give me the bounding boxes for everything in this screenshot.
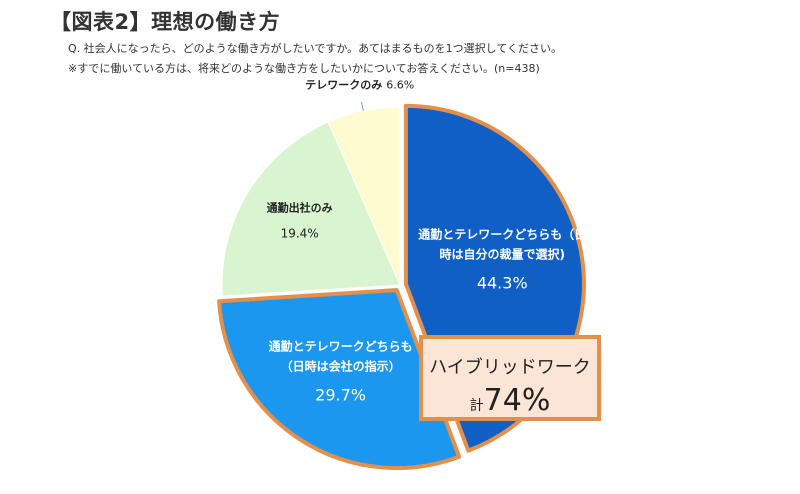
pie-slice-2 bbox=[217, 288, 462, 471]
hybrid-total-callout: ハイブリッドワーク 計74% bbox=[419, 335, 601, 421]
slice-category-1-line-2: 時は自分の裁量で選択) bbox=[439, 246, 565, 261]
slice-category-3-line-1: 通勤出社のみ bbox=[267, 200, 333, 214]
slice-category-2-line-1: 通勤とテレワークどちらも bbox=[269, 339, 413, 354]
slice-category-2-line-2: （日時は会社の指示） bbox=[281, 359, 401, 374]
chart-title: 【図表2】理想の働き方 bbox=[50, 10, 281, 34]
slice-category-4: テレワークのみ 6.6% bbox=[305, 78, 414, 91]
note-text: ※すでに働いている方は、将来どのような働き方をしたいかについてお答えください。(… bbox=[68, 62, 540, 75]
slice-value-2: 29.7% bbox=[315, 386, 366, 405]
slice-label-2: 通勤とテレワークどちらも （日時は会社の指示） 29.7% bbox=[269, 339, 413, 405]
leader-line bbox=[361, 101, 364, 111]
slice-value-1: 44.3% bbox=[477, 273, 528, 292]
pie-slice-3 bbox=[221, 121, 401, 297]
slice-label-4: テレワークのみ 6.6% bbox=[305, 78, 414, 111]
slice-category-1-line-1: 通勤とテレワークどちらも（日 bbox=[418, 226, 586, 241]
callout-value: 74% bbox=[483, 383, 551, 418]
slice-label-3: 通勤出社のみ 19.4% bbox=[267, 200, 333, 240]
callout-prefix: 計 bbox=[469, 398, 484, 414]
callout-title: ハイブリッドワーク bbox=[429, 357, 591, 378]
slice-value-3: 19.4% bbox=[281, 226, 319, 240]
pie-slice-4 bbox=[327, 106, 401, 286]
question-text: Q. 社会人になったら、どのような働き方がしたいですか。あてはまるものを1つ選択… bbox=[68, 42, 562, 55]
